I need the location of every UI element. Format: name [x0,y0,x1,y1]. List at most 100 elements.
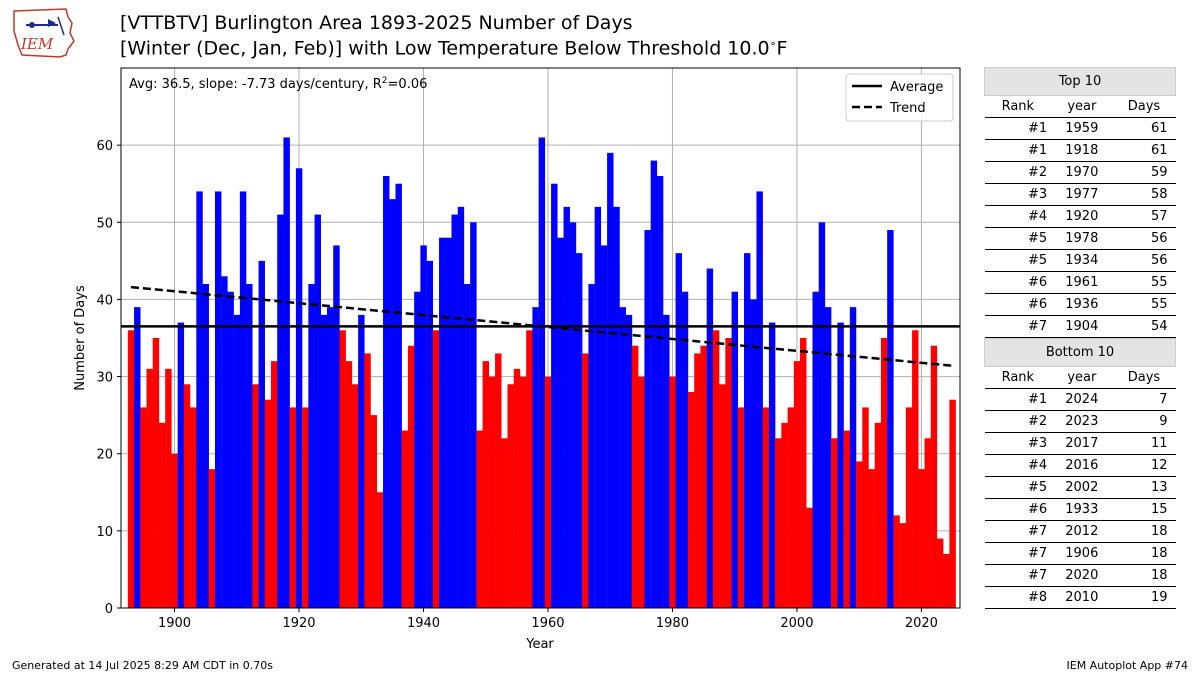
y-axis-label: Number of Days [73,285,88,391]
bar-1894 [134,307,141,608]
bar-1945 [451,214,458,609]
bar-1926 [333,245,340,608]
bar-1946 [457,206,465,608]
bar-1955 [513,368,521,608]
bar-1987 [712,330,720,608]
days-cell: 18 [1112,564,1176,587]
bar-1930 [358,314,365,608]
bar-1911 [239,191,247,608]
days-cell: 15 [1112,498,1176,521]
bar-1960 [544,376,552,608]
bar-1939 [414,291,421,608]
days-cell: 57 [1112,205,1176,228]
bar-1919 [289,407,297,608]
bar-1981 [675,253,682,608]
rank-cell: #6 [984,498,1052,521]
days-cell: 59 [1112,161,1176,184]
axis-ticks: 1900 1920 1940 1960 1980 2000 2020 0 10 20 30 40 50 6… [96,139,938,631]
bar-1900 [171,453,178,608]
bar-1978 [656,176,664,608]
bar-1948 [470,222,477,609]
year-cell: 1918 [1051,139,1113,162]
legend: Average Trend [845,73,954,122]
bar-2000 [793,361,801,608]
bar-1925 [327,307,334,608]
bar-1977 [650,160,658,609]
bar-1940 [420,245,427,608]
bar-1949 [476,430,483,608]
rank-cell: #7 [984,542,1052,565]
year-cell: 2016 [1051,454,1113,477]
rank-tables: Top 10 Rank year Days #1 1959 61 #1 1918 61 #2… [984,67,1176,609]
year-cell: 2017 [1051,432,1113,455]
days-cell: 56 [1112,227,1176,250]
rank-cell: #7 [984,564,1052,587]
bottom10-header-year: year [1051,366,1113,389]
days-cell: 61 [1112,117,1176,140]
bar-1921 [302,407,309,608]
bar-1980 [669,376,676,608]
rank-cell: #2 [984,410,1052,433]
bar-1972 [619,307,626,608]
bar-1932 [370,415,378,608]
bar-1988 [719,384,726,608]
bar-1937 [401,430,409,608]
bar-2017 [899,523,907,608]
bar-1990 [731,291,739,608]
stats-annotation: Avg: 36.5, slope: -7.73 days/century, R2… [129,76,427,92]
rank-cell: #5 [984,476,1052,499]
bar-2013 [874,422,882,608]
bar-1915 [264,399,272,608]
bar-1985 [700,345,707,608]
bar-1953 [501,438,508,608]
bar-1906 [208,469,216,608]
bar-1950 [482,361,490,608]
bar-1902 [183,384,191,608]
title-line2-unit: F [776,37,788,60]
bar-1968 [594,206,602,608]
y-tick-label: 20 [96,448,113,463]
bar-2008 [843,430,851,608]
rank-cell: #1 [984,388,1052,411]
bar-1967 [588,284,595,608]
table-row: #4 1920 57 [984,205,1176,228]
table-row: #7 1904 54 [984,315,1176,338]
bar-1983 [688,392,695,608]
bar-1931 [364,353,371,608]
bar-1952 [495,353,502,608]
bar-2024 [943,554,950,608]
year-cell: 1977 [1051,183,1113,206]
days-cell: 18 [1112,520,1176,543]
x-tick-label: 1920 [282,616,315,631]
table-row: #6 1933 15 [984,498,1176,521]
days-cell: 13 [1112,476,1176,499]
year-cell: 1934 [1051,249,1113,272]
year-cell: 2020 [1051,564,1113,587]
table-row: #5 2002 13 [984,476,1176,499]
bar-2007 [837,322,844,608]
bar-2002 [806,507,813,608]
x-tick-label: 1980 [656,616,689,631]
bar-1929 [351,384,359,608]
table-row: #4 2016 12 [984,454,1176,477]
year-cell: 1970 [1051,161,1113,184]
bar-2014 [880,338,888,608]
bar-1893 [127,330,135,608]
legend-average-label: Average [890,80,943,95]
title-line2-prefix: [Winter (Dec, Jan, Feb)] with Low Temper… [120,37,770,60]
bar-1907 [214,191,222,608]
top10-header-rank: Rank [984,95,1052,118]
trend-line [130,285,953,368]
days-cell: 19 [1112,586,1176,609]
bar-1989 [725,338,732,608]
bar-1947 [463,284,471,608]
bar-1923 [314,214,321,609]
bar-1909 [227,291,234,608]
bar-1914 [258,260,265,608]
y-tick-label: 60 [96,139,113,154]
bar-1908 [221,276,228,608]
rank-cell: #5 [984,227,1052,250]
bar-2006 [831,438,838,608]
bar-1910 [233,314,241,608]
